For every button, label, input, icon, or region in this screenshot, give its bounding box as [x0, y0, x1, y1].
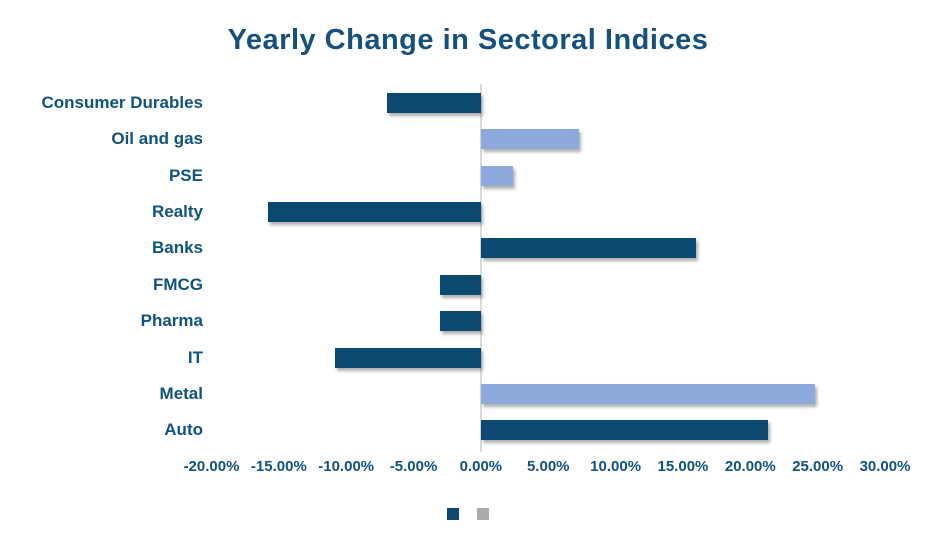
category-label-banks: Banks	[151, 238, 203, 258]
bar-consumer-durables	[386, 92, 481, 113]
category-label-pse: PSE	[168, 165, 203, 185]
category-label-metal: Metal	[159, 383, 203, 403]
bar-it	[335, 347, 481, 368]
x-axis-tick-label: 0.00%	[459, 458, 503, 475]
zero-gridline	[479, 84, 482, 452]
category-label-oil-and-gas: Oil and gas	[111, 129, 203, 149]
bar-auto	[480, 420, 768, 441]
x-axis-tick-label: -20.00%	[183, 458, 240, 475]
category-label-fmcg: FMCG	[152, 274, 203, 294]
category-label-auto: Auto	[164, 420, 203, 440]
x-axis-tick-label: -15.00%	[250, 458, 307, 475]
x-axis-tick-label: 30.00%	[859, 458, 911, 475]
category-label-it: IT	[187, 347, 203, 367]
chart-title: Yearly Change in Sectoral Indices	[227, 24, 709, 56]
bar-realty	[268, 201, 481, 222]
x-axis-tick-label: 5.00%	[526, 458, 570, 475]
category-label-realty: Realty	[151, 201, 203, 221]
x-axis-tick-label: 25.00%	[792, 458, 844, 475]
x-axis-tick-label: -10.00%	[318, 458, 375, 475]
x-axis-tick-label: -5.00%	[389, 458, 438, 475]
bar-oil-and-gas	[480, 129, 580, 150]
x-axis-tick-label: 15.00%	[657, 458, 709, 475]
x-axis-tick-label: 20.00%	[724, 458, 776, 475]
category-label-consumer-durables: Consumer Durables	[41, 92, 203, 112]
bar-fmcg	[440, 274, 481, 295]
legend-swatch-2	[477, 508, 489, 520]
bar-metal	[480, 383, 815, 404]
legend-swatch-1	[447, 508, 459, 520]
bar-pse	[480, 165, 514, 186]
x-axis-tick-label: 10.00%	[590, 458, 642, 475]
category-label-pharma: Pharma	[140, 311, 203, 331]
bar-banks	[480, 238, 697, 259]
bar-pharma	[440, 311, 481, 332]
